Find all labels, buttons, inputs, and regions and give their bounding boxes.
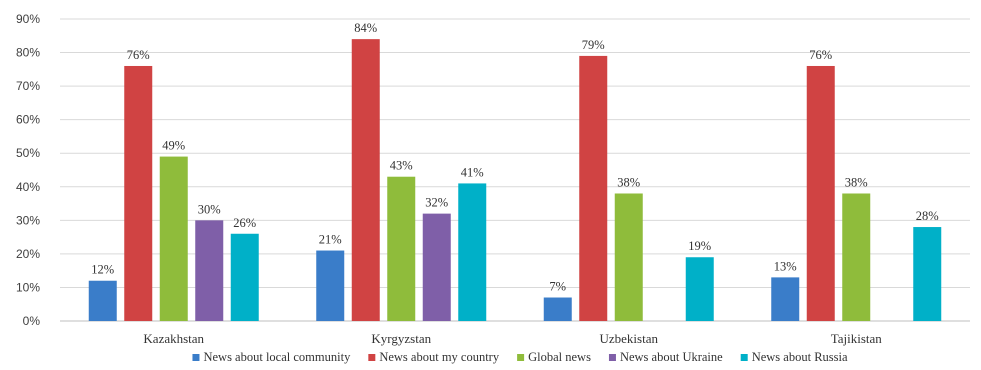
x-axis-categories: Kazakhstan Kyrgyzstan Uzbekistan Tajikistan <box>143 331 882 346</box>
data-label: 49% <box>162 139 185 153</box>
legend-label: News about Ukraine <box>620 350 723 364</box>
legend-swatch <box>368 354 375 361</box>
data-label: 21% <box>319 233 342 247</box>
legend-item: News about local community <box>192 350 351 364</box>
legend: News about local community News about my … <box>192 350 848 364</box>
bar <box>771 277 799 321</box>
bar <box>124 66 152 321</box>
bar <box>423 214 451 321</box>
data-label: 12% <box>91 263 114 277</box>
legend-item: Global news <box>517 350 591 364</box>
category-label: Kazakhstan <box>143 331 204 346</box>
bar <box>352 39 380 321</box>
data-label: 32% <box>425 196 448 210</box>
bar <box>615 193 643 321</box>
data-label: 84% <box>354 21 377 35</box>
y-tick-label: 50% <box>16 146 40 160</box>
data-label: 76% <box>809 48 832 62</box>
legend-label: News about my country <box>379 350 500 364</box>
bar <box>458 183 486 321</box>
y-tick-label: 60% <box>16 113 40 127</box>
bar <box>195 220 223 321</box>
legend-item: News about Russia <box>741 350 848 364</box>
legend-swatch <box>517 354 524 361</box>
data-label: 38% <box>845 175 868 189</box>
y-tick-label: 70% <box>16 79 40 93</box>
bar <box>387 177 415 321</box>
legend-item: News about my country <box>368 350 500 364</box>
bar <box>579 56 607 321</box>
data-label: 28% <box>916 209 939 223</box>
legend-swatch <box>741 354 748 361</box>
y-axis-ticks: 0% 10% 20% 30% 40% 50% 60% 70% 80% 90% <box>16 12 40 328</box>
data-label: 13% <box>774 259 797 273</box>
y-tick-label: 20% <box>16 247 40 261</box>
y-tick-label: 10% <box>16 280 40 294</box>
bar <box>160 157 188 321</box>
data-label: 79% <box>582 38 605 52</box>
y-tick-label: 0% <box>23 314 41 328</box>
bar <box>686 257 714 321</box>
bar <box>231 234 259 321</box>
bar <box>842 193 870 321</box>
legend-label: News about local community <box>203 350 351 364</box>
y-tick-label: 90% <box>16 12 40 26</box>
legend-swatch <box>609 354 616 361</box>
legend-item: News about Ukraine <box>609 350 723 364</box>
bar <box>89 281 117 321</box>
y-tick-label: 40% <box>16 180 40 194</box>
legend-label: News about Russia <box>752 350 848 364</box>
data-label: 38% <box>617 175 640 189</box>
category-label: Tajikistan <box>831 331 883 346</box>
data-label: 7% <box>549 280 566 294</box>
data-label: 41% <box>461 165 484 179</box>
bar <box>807 66 835 321</box>
data-label: 19% <box>688 239 711 253</box>
data-label: 43% <box>390 159 413 173</box>
data-label: 30% <box>198 202 221 216</box>
bar <box>316 251 344 321</box>
category-label: Uzbekistan <box>600 331 659 346</box>
bar <box>913 227 941 321</box>
legend-label: Global news <box>528 350 591 364</box>
data-label: 76% <box>127 48 150 62</box>
legend-swatch <box>192 354 199 361</box>
bar <box>544 298 572 321</box>
data-label: 26% <box>233 216 256 230</box>
bars <box>89 39 942 321</box>
y-tick-label: 30% <box>16 213 40 227</box>
y-tick-label: 80% <box>16 46 40 60</box>
category-label: Kyrgyzstan <box>371 331 431 346</box>
